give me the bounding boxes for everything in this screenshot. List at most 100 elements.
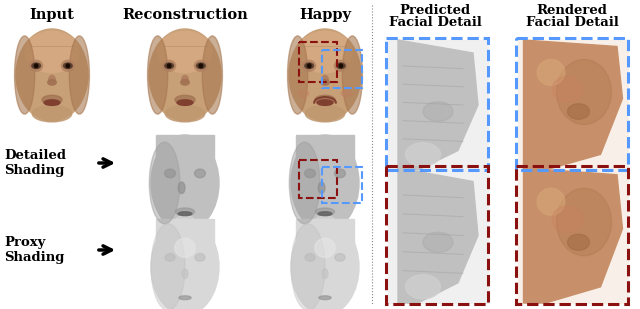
Ellipse shape	[315, 95, 335, 104]
Ellipse shape	[202, 36, 223, 114]
Ellipse shape	[177, 100, 193, 105]
Text: Reconstruction: Reconstruction	[122, 8, 248, 22]
Ellipse shape	[342, 36, 362, 114]
Bar	[518, 40, 628, 170]
Ellipse shape	[29, 60, 43, 71]
Ellipse shape	[321, 80, 330, 85]
Text: Facial Detail: Facial Detail	[525, 16, 618, 29]
Ellipse shape	[335, 169, 346, 178]
Bar	[322, 167, 362, 203]
Bar	[156, 135, 214, 159]
Ellipse shape	[315, 238, 335, 257]
Bar	[516, 38, 628, 170]
Ellipse shape	[25, 31, 79, 73]
Ellipse shape	[291, 219, 359, 309]
Ellipse shape	[322, 269, 328, 278]
Ellipse shape	[334, 60, 348, 71]
Ellipse shape	[335, 254, 345, 261]
Ellipse shape	[195, 254, 205, 261]
Ellipse shape	[557, 188, 611, 256]
Ellipse shape	[196, 63, 205, 69]
Ellipse shape	[318, 212, 332, 216]
Ellipse shape	[552, 76, 583, 102]
Ellipse shape	[165, 254, 175, 261]
Ellipse shape	[151, 219, 219, 309]
Ellipse shape	[44, 100, 60, 105]
Ellipse shape	[305, 169, 316, 178]
Ellipse shape	[47, 80, 56, 85]
Bar	[296, 219, 353, 243]
Ellipse shape	[49, 75, 55, 84]
Bar	[386, 38, 488, 170]
Ellipse shape	[557, 60, 611, 125]
Ellipse shape	[337, 63, 345, 69]
Ellipse shape	[42, 95, 62, 104]
Ellipse shape	[149, 142, 180, 224]
Ellipse shape	[16, 29, 88, 121]
Ellipse shape	[291, 224, 325, 309]
Text: Facial Detail: Facial Detail	[388, 16, 481, 29]
Polygon shape	[524, 40, 623, 170]
Ellipse shape	[151, 135, 219, 231]
Bar	[518, 168, 628, 303]
Ellipse shape	[319, 296, 331, 300]
Text: Detailed
Shading: Detailed Shading	[4, 149, 66, 177]
Ellipse shape	[287, 36, 308, 114]
Text: Predicted: Predicted	[399, 4, 470, 17]
Ellipse shape	[69, 36, 90, 114]
Ellipse shape	[423, 232, 453, 252]
Text: Rendered: Rendered	[536, 4, 607, 17]
Ellipse shape	[163, 60, 175, 71]
Ellipse shape	[195, 60, 207, 71]
Ellipse shape	[298, 90, 308, 97]
Ellipse shape	[61, 60, 74, 71]
Text: Happy: Happy	[299, 8, 351, 22]
Ellipse shape	[165, 105, 205, 122]
Ellipse shape	[303, 60, 316, 71]
Ellipse shape	[537, 60, 564, 86]
Ellipse shape	[305, 105, 345, 122]
Polygon shape	[524, 168, 623, 303]
Bar	[516, 166, 628, 304]
Bar	[175, 229, 195, 239]
Bar	[299, 160, 337, 198]
Ellipse shape	[63, 63, 72, 69]
Bar	[386, 166, 488, 304]
Ellipse shape	[151, 224, 185, 309]
Text: Proxy
Shading: Proxy Shading	[4, 236, 65, 264]
Text: Input: Input	[29, 8, 74, 22]
Ellipse shape	[341, 90, 352, 97]
Ellipse shape	[15, 36, 35, 114]
Ellipse shape	[165, 63, 173, 69]
Ellipse shape	[175, 208, 195, 216]
Bar	[315, 229, 335, 239]
Ellipse shape	[568, 104, 589, 119]
Ellipse shape	[305, 63, 314, 69]
Ellipse shape	[315, 216, 335, 227]
Ellipse shape	[339, 64, 342, 68]
Ellipse shape	[182, 269, 188, 278]
Ellipse shape	[35, 64, 38, 68]
Ellipse shape	[180, 80, 189, 85]
Ellipse shape	[149, 29, 221, 121]
Ellipse shape	[199, 64, 203, 68]
Bar	[156, 219, 214, 243]
Ellipse shape	[318, 182, 325, 193]
Polygon shape	[398, 168, 478, 303]
Ellipse shape	[178, 212, 192, 216]
Bar	[299, 42, 337, 82]
Ellipse shape	[178, 182, 185, 193]
Ellipse shape	[175, 95, 195, 104]
Ellipse shape	[195, 169, 205, 178]
Ellipse shape	[537, 188, 564, 215]
Ellipse shape	[307, 64, 311, 68]
Bar	[388, 40, 488, 170]
Ellipse shape	[322, 75, 328, 84]
Ellipse shape	[158, 31, 212, 73]
Bar	[322, 50, 362, 88]
Ellipse shape	[423, 102, 453, 121]
Ellipse shape	[179, 296, 191, 300]
Ellipse shape	[32, 63, 40, 69]
Ellipse shape	[316, 208, 335, 216]
Ellipse shape	[182, 75, 188, 84]
